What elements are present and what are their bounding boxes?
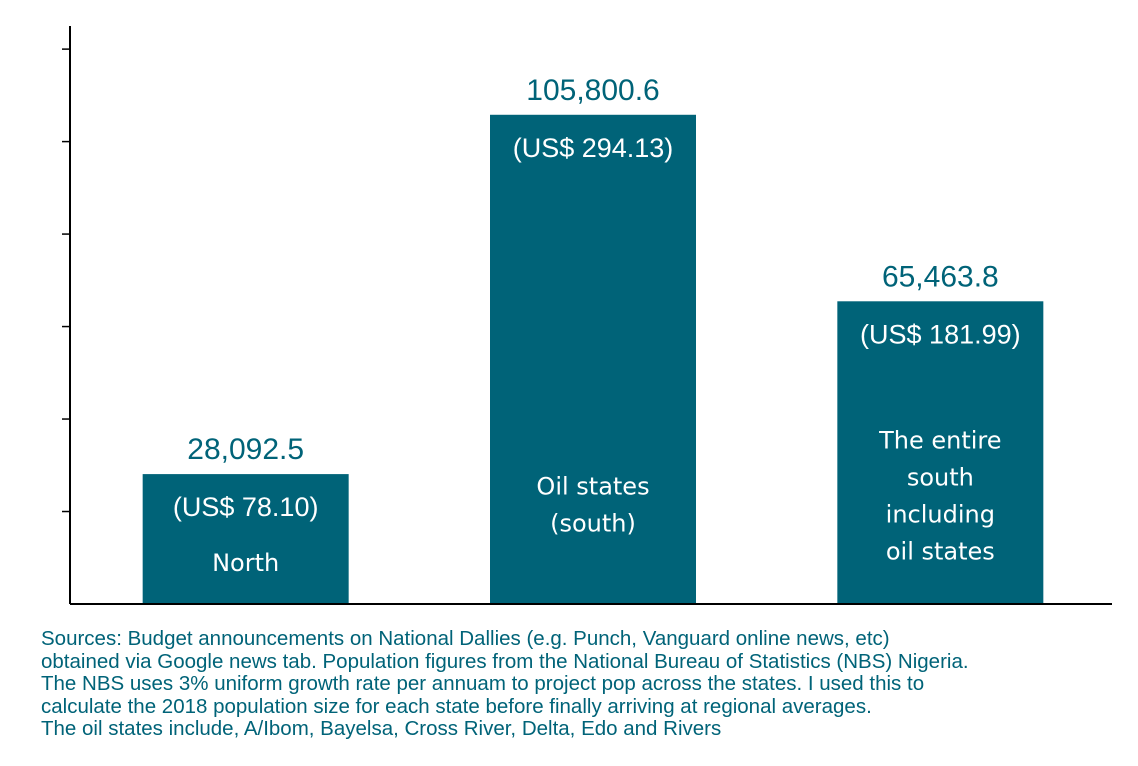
sources-line-2: obtained via Google news tab. Population… xyxy=(41,649,969,673)
sources-line-5: The oil states include, A/Ibom, Bayelsa,… xyxy=(41,717,722,740)
usd-label-1: (US$ 78.10) xyxy=(173,492,319,522)
category-label-3-1: The entire xyxy=(878,427,1001,455)
sources-line-3: The NBS uses 3% uniform growth rate per … xyxy=(41,672,925,695)
bar-2 xyxy=(490,114,696,605)
bar-3 xyxy=(837,301,1044,604)
value-label-3: 65,463.8 xyxy=(882,260,999,293)
category-label-1-1: North xyxy=(212,549,279,577)
category-label-2-1: Oil states xyxy=(536,473,649,501)
category-label-3-4: oil states xyxy=(886,538,995,566)
bar-chart: 28,092.5 (US$ 78.10) North 105,800.6 (US$ 29… xyxy=(62,26,1112,605)
value-label-2: 105,800.6 xyxy=(526,74,659,107)
sources-line-1: Sources: Budget announcements on Nationa… xyxy=(41,627,890,650)
usd-label-2: (US$ 294.13) xyxy=(513,133,674,163)
bar-labels: 28,092.5 (US$ 78.10) North 105,800.6 (US$ 29… xyxy=(173,74,1021,577)
category-label-2-2: (south) xyxy=(550,510,636,538)
sources-line-4: calculate the 2018 population size for e… xyxy=(41,694,872,718)
y-axis-ticks xyxy=(62,48,70,513)
category-label-3-2: south xyxy=(907,464,974,492)
category-label-3-3: including xyxy=(886,501,995,529)
sources-note: Sources: Budget announcements on Nationa… xyxy=(41,627,1121,741)
bars xyxy=(142,114,1044,605)
value-label-1: 28,092.5 xyxy=(187,433,304,466)
bar-1 xyxy=(142,474,349,604)
usd-label-3: (US$ 181.99) xyxy=(860,319,1021,349)
